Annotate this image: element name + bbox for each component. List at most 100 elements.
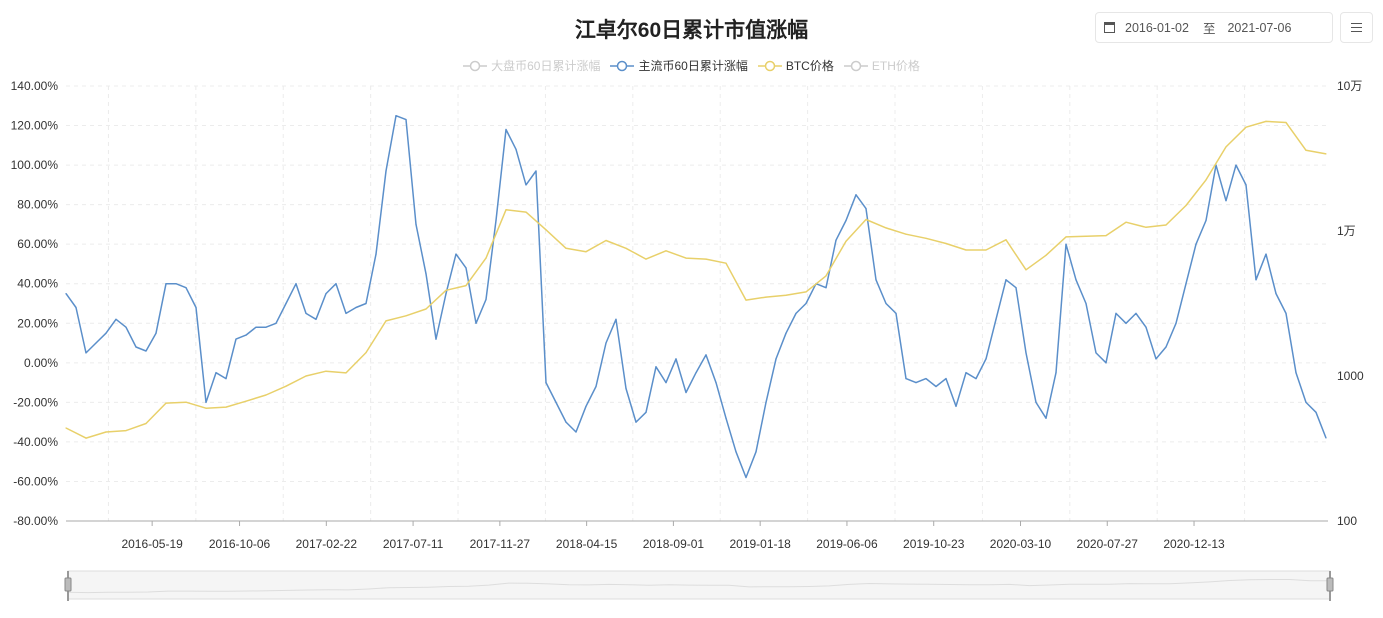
data-point — [345, 312, 347, 314]
data-point — [935, 385, 937, 388]
hamburger-line — [1351, 26, 1362, 29]
data-point — [245, 334, 247, 336]
data-point — [1225, 146, 1227, 148]
hamburger-line — [1351, 30, 1362, 33]
data-point — [1175, 322, 1177, 324]
data-point — [865, 207, 867, 210]
data-point — [105, 332, 107, 334]
data-point — [345, 372, 347, 374]
legend-label: ETH价格 — [871, 59, 920, 73]
data-point — [125, 326, 127, 328]
data-point — [625, 247, 627, 249]
data-point — [1305, 401, 1307, 403]
y-left-tick-label: -60.00% — [13, 474, 58, 488]
menu-button[interactable] — [1340, 12, 1373, 43]
calendar-icon — [1104, 22, 1115, 33]
y-left-tick-label: 120.00% — [11, 119, 59, 133]
x-tick-label: 2019-06-06 — [816, 537, 878, 551]
legend-item[interactable]: 大盘币60日累计涨幅 — [463, 57, 600, 74]
data-point — [105, 431, 107, 433]
x-tick-label: 2016-10-06 — [209, 537, 271, 551]
data-point — [585, 251, 587, 253]
data-point — [1305, 149, 1307, 151]
data-point — [425, 273, 427, 275]
data-point — [1315, 411, 1317, 413]
data-point — [885, 227, 887, 229]
data-point — [1025, 269, 1027, 271]
data-point — [645, 258, 647, 260]
data-point — [955, 405, 957, 407]
data-point — [265, 394, 267, 396]
data-point — [405, 119, 407, 121]
data-point — [525, 211, 527, 213]
data-point — [1205, 219, 1207, 222]
data-point — [175, 283, 177, 285]
data-point — [1115, 312, 1117, 314]
data-point — [665, 381, 667, 384]
y-right-tick-label: 1000 — [1337, 369, 1364, 383]
data-point — [665, 250, 667, 252]
legend-item[interactable]: ETH价格 — [843, 57, 920, 74]
y-left-tick-label: 140.00% — [11, 79, 59, 93]
data-point — [1285, 121, 1287, 124]
legend-label: 主流币60日累计涨幅 — [638, 59, 748, 73]
data-point — [565, 247, 567, 249]
y-left-tick-label: -20.00% — [13, 395, 58, 409]
data-point — [375, 253, 377, 255]
y-right-tick-label: 100 — [1337, 514, 1357, 528]
data-point — [435, 338, 437, 340]
data-point — [535, 170, 537, 172]
series-btc-price — [65, 120, 1327, 439]
data-point — [515, 148, 517, 150]
date-start[interactable]: 2016-01-02 — [1125, 20, 1189, 35]
data-point — [85, 352, 87, 354]
data-point — [125, 430, 127, 432]
data-zoom-handle[interactable] — [1326, 571, 1334, 601]
data-point — [1245, 184, 1247, 186]
data-zoom-handle[interactable] — [64, 571, 72, 601]
x-tick-label: 2017-11-27 — [470, 537, 531, 551]
data-point — [445, 289, 447, 291]
data-point — [205, 401, 207, 403]
data-zoom-slider[interactable] — [64, 570, 1334, 601]
data-point — [635, 421, 637, 423]
data-point — [735, 451, 737, 453]
date-range-picker[interactable]: 2016-01-02 至 2021-07-06 — [1095, 12, 1333, 43]
data-point — [545, 229, 547, 231]
data-point — [1195, 243, 1197, 245]
data-point — [285, 385, 287, 387]
data-point — [165, 283, 167, 285]
data-point — [705, 354, 707, 356]
data-point — [865, 218, 867, 221]
x-tick-label: 2016-05-19 — [121, 537, 183, 551]
data-point — [305, 375, 307, 377]
data-point — [235, 338, 237, 340]
data-point — [585, 405, 587, 407]
data-point — [715, 381, 717, 384]
data-point — [1095, 352, 1097, 354]
data-point — [165, 402, 167, 404]
date-end[interactable]: 2021-07-06 — [1227, 20, 1292, 35]
data-point — [685, 391, 687, 394]
data-point — [1285, 312, 1287, 314]
x-tick-label: 2020-03-10 — [990, 537, 1052, 551]
legend-item[interactable]: BTC价格 — [757, 57, 834, 74]
data-point — [745, 299, 747, 301]
y-left-tick-label: 60.00% — [17, 237, 58, 251]
y-right-tick-label: 1万 — [1337, 224, 1356, 238]
data-point — [905, 378, 907, 380]
data-point — [805, 302, 807, 305]
data-point — [965, 372, 967, 374]
data-point — [95, 342, 97, 344]
legend-line-circle-icon — [610, 60, 635, 71]
y-left-tick-label: -80.00% — [13, 514, 58, 528]
x-tick-label: 2017-02-22 — [296, 537, 358, 551]
data-point — [75, 306, 77, 309]
data-point — [455, 253, 457, 255]
data-point — [1125, 221, 1127, 223]
legend-item[interactable]: 主流币60日累计涨幅 — [610, 57, 748, 74]
series-line — [65, 120, 1327, 439]
data-point — [135, 346, 137, 348]
data-point — [155, 332, 157, 334]
data-point — [255, 326, 257, 328]
